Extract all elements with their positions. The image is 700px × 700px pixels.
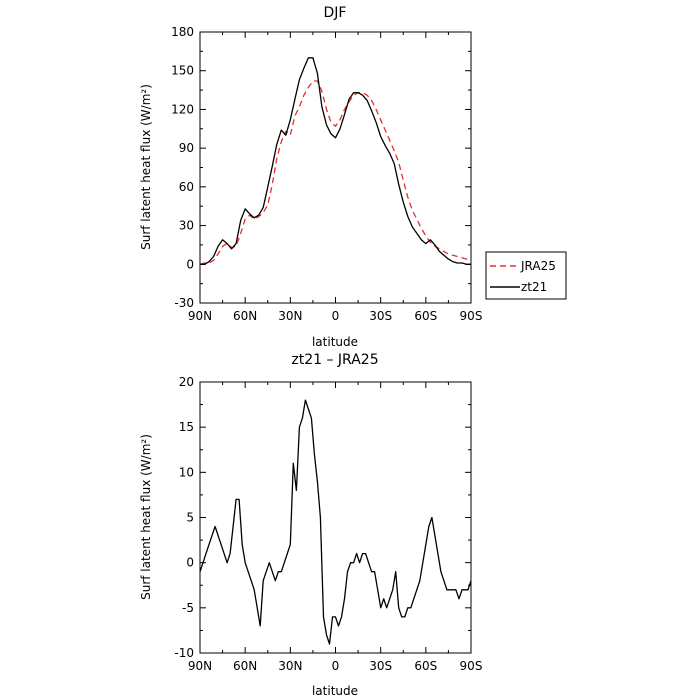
bottom-y-axis-label: Surf latent heat flux (W/m²)	[139, 434, 153, 600]
y-tick-label: 15	[179, 420, 194, 434]
y-tick-label: 30	[179, 219, 194, 233]
y-tick-label: 150	[171, 64, 194, 78]
x-tick-label: 60S	[414, 309, 437, 323]
bottom-x-ticks: 90N 60N 30N 0 30S 60S 90S	[188, 382, 483, 673]
legend-jra25-label: JRA25	[520, 259, 556, 273]
y-tick-label: -30	[174, 296, 194, 310]
y-tick-label: 120	[171, 102, 194, 116]
bottom-plot: zt21 – JRA25 -10 -5 0 5 10 15 20 90N 60N 30N 0 30S…	[139, 352, 482, 698]
x-tick-label: 30N	[278, 659, 302, 673]
top-series-lines	[199, 57, 472, 265]
series-line-difference	[199, 399, 472, 645]
x-tick-label: 30S	[369, 659, 392, 673]
x-tick-label: 30N	[278, 309, 302, 323]
x-tick-label: 90N	[188, 659, 212, 673]
x-tick-label: 60S	[414, 659, 437, 673]
x-tick-label: 60N	[233, 309, 257, 323]
y-tick-label: -10	[174, 646, 194, 660]
bottom-series-lines	[199, 399, 472, 645]
y-tick-label: -5	[182, 601, 194, 615]
series-line-zt21	[200, 57, 471, 265]
x-tick-label: 60N	[233, 659, 257, 673]
top-x-axis-label: latitude	[312, 335, 358, 349]
top-x-ticks: 90N 60N 30N 0 30S 60S 90S	[188, 32, 483, 323]
x-tick-label: 90S	[460, 659, 483, 673]
top-y-ticks: -30 0 30 60 90 120 150 180	[171, 25, 471, 310]
y-tick-label: 180	[171, 25, 194, 39]
legend-zt21-label: zt21	[521, 280, 547, 294]
x-tick-label: 90S	[460, 309, 483, 323]
x-tick-label: 0	[332, 659, 340, 673]
y-tick-label: 20	[179, 375, 194, 389]
y-tick-label: 60	[179, 180, 194, 194]
top-plot-frame	[199, 31, 472, 304]
x-tick-label: 0	[332, 309, 340, 323]
legend-box	[485, 251, 567, 300]
top-y-axis-label: Surf latent heat flux (W/m²)	[139, 84, 153, 250]
x-tick-label: 30S	[369, 309, 392, 323]
bottom-x-axis-label: latitude	[312, 684, 358, 698]
legend: JRA25 zt21	[485, 251, 567, 300]
x-tick-label: 90N	[188, 309, 212, 323]
top-chart-title: DJF	[324, 5, 347, 21]
bottom-chart-title: zt21 – JRA25	[291, 352, 378, 368]
y-tick-label: 10	[179, 465, 194, 479]
y-tick-label: 90	[179, 141, 194, 155]
y-tick-label: 0	[186, 257, 194, 271]
bottom-y-ticks: -10 -5 0 5 10 15 20	[174, 375, 471, 660]
y-tick-label: 5	[186, 511, 194, 525]
y-tick-label: 0	[186, 556, 194, 570]
top-plot: DJF -30 0 30 60 90 120 150 180 90N 60N 30N 0 30S 60S…	[139, 5, 567, 349]
series-line-jra25	[199, 80, 472, 265]
